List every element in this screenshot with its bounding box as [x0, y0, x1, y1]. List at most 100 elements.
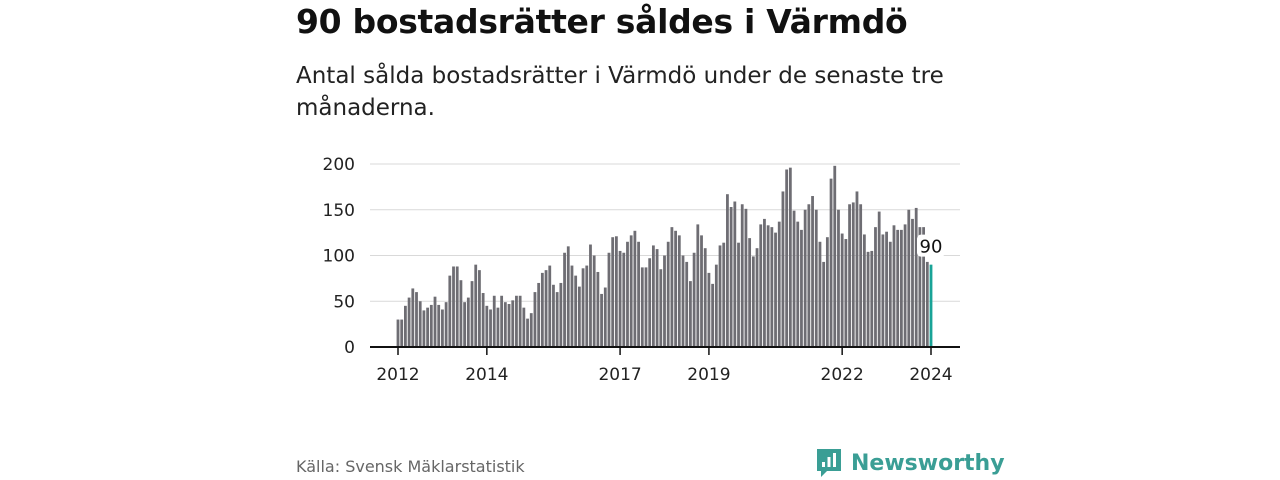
bar: [463, 302, 467, 347]
bar: [674, 230, 678, 347]
bar: [500, 295, 504, 347]
bar: [644, 267, 648, 347]
newsworthy-logo[interactable]: Newsworthy: [815, 447, 1005, 479]
bar: [455, 266, 459, 347]
chart-subtitle: Antal sålda bostadsrätter i Värmdö under…: [296, 63, 944, 121]
bar: [466, 297, 470, 347]
x-tick-label: 2017: [598, 365, 641, 385]
bar: [415, 292, 418, 347]
annotation-background: [917, 234, 945, 257]
bar: [811, 196, 814, 347]
bar: [600, 293, 603, 347]
bar: [925, 261, 929, 347]
bar: [855, 191, 859, 347]
bar: [777, 221, 781, 347]
bar: [566, 246, 570, 347]
bar: [785, 169, 789, 347]
bar: [755, 248, 759, 347]
bar: [722, 242, 726, 347]
bar: [685, 261, 689, 347]
bar: [611, 237, 615, 347]
bar: [870, 250, 874, 347]
bar: [452, 266, 455, 347]
chart-title: 90 bostadsrätter såldes i Värmdö: [296, 2, 908, 41]
bar: [407, 297, 411, 347]
bar: [574, 275, 578, 347]
bar: [441, 309, 444, 347]
bar: [485, 305, 489, 347]
x-tick-label: 2024: [909, 365, 952, 385]
bar: [881, 234, 885, 347]
bar: [444, 302, 448, 347]
bar: [581, 268, 585, 347]
bar: [748, 238, 752, 347]
bar: [585, 265, 589, 347]
bar: [663, 255, 666, 347]
bar: [774, 232, 777, 347]
bar: [766, 225, 770, 347]
bar: [474, 264, 478, 347]
bar: [714, 264, 718, 347]
bar: [689, 281, 692, 347]
x-tick-label: 2022: [821, 365, 864, 385]
bar: [822, 261, 826, 347]
bar: [851, 202, 855, 347]
bar: [703, 248, 707, 347]
bar: [437, 304, 441, 347]
y-tick-label: 200: [323, 155, 355, 175]
bar: [718, 245, 722, 347]
bar: [607, 252, 611, 347]
bar: [914, 207, 918, 347]
bar: [544, 270, 548, 347]
bar: [411, 288, 415, 347]
source-note: Källa: Svensk Mäklarstatistik: [296, 457, 525, 476]
bar: [907, 209, 911, 347]
bar: [744, 208, 748, 347]
bar: [751, 256, 755, 347]
bar: [396, 319, 400, 347]
bar: [552, 284, 555, 347]
bar: [726, 194, 729, 347]
bar: [618, 250, 622, 347]
bar: [548, 265, 552, 347]
bar: [899, 229, 903, 347]
bar: [540, 272, 544, 347]
bar: [589, 244, 592, 347]
bar: [792, 210, 796, 347]
bar: [533, 292, 537, 347]
bar: [829, 178, 833, 347]
bar: [596, 271, 600, 347]
bar: [733, 201, 737, 347]
bar: [496, 307, 500, 347]
bar: [459, 280, 463, 347]
bar: [929, 264, 933, 347]
bar: [737, 242, 740, 347]
bar: [563, 252, 566, 347]
bar: [670, 227, 674, 347]
bar: [896, 229, 900, 347]
last-value-label: 90: [920, 237, 943, 258]
bar: [529, 313, 533, 347]
bar: [592, 255, 596, 347]
x-tick-label: 2014: [465, 365, 508, 385]
bar: [707, 272, 711, 347]
bar: [666, 241, 670, 347]
bar: [481, 293, 485, 347]
bar: [470, 281, 474, 347]
bar: [429, 304, 433, 347]
x-tick-label: 2012: [376, 365, 419, 385]
bar: [633, 230, 637, 347]
bar: [903, 224, 907, 347]
bar: [911, 218, 914, 347]
bar: [570, 265, 574, 347]
bar: [622, 252, 626, 347]
bar: [696, 224, 700, 347]
bar: [877, 211, 881, 347]
bar: [648, 258, 652, 347]
bar: [862, 234, 866, 347]
bar: [692, 252, 696, 347]
bar: [681, 255, 685, 347]
bar: [874, 227, 877, 347]
bar: [770, 227, 774, 347]
